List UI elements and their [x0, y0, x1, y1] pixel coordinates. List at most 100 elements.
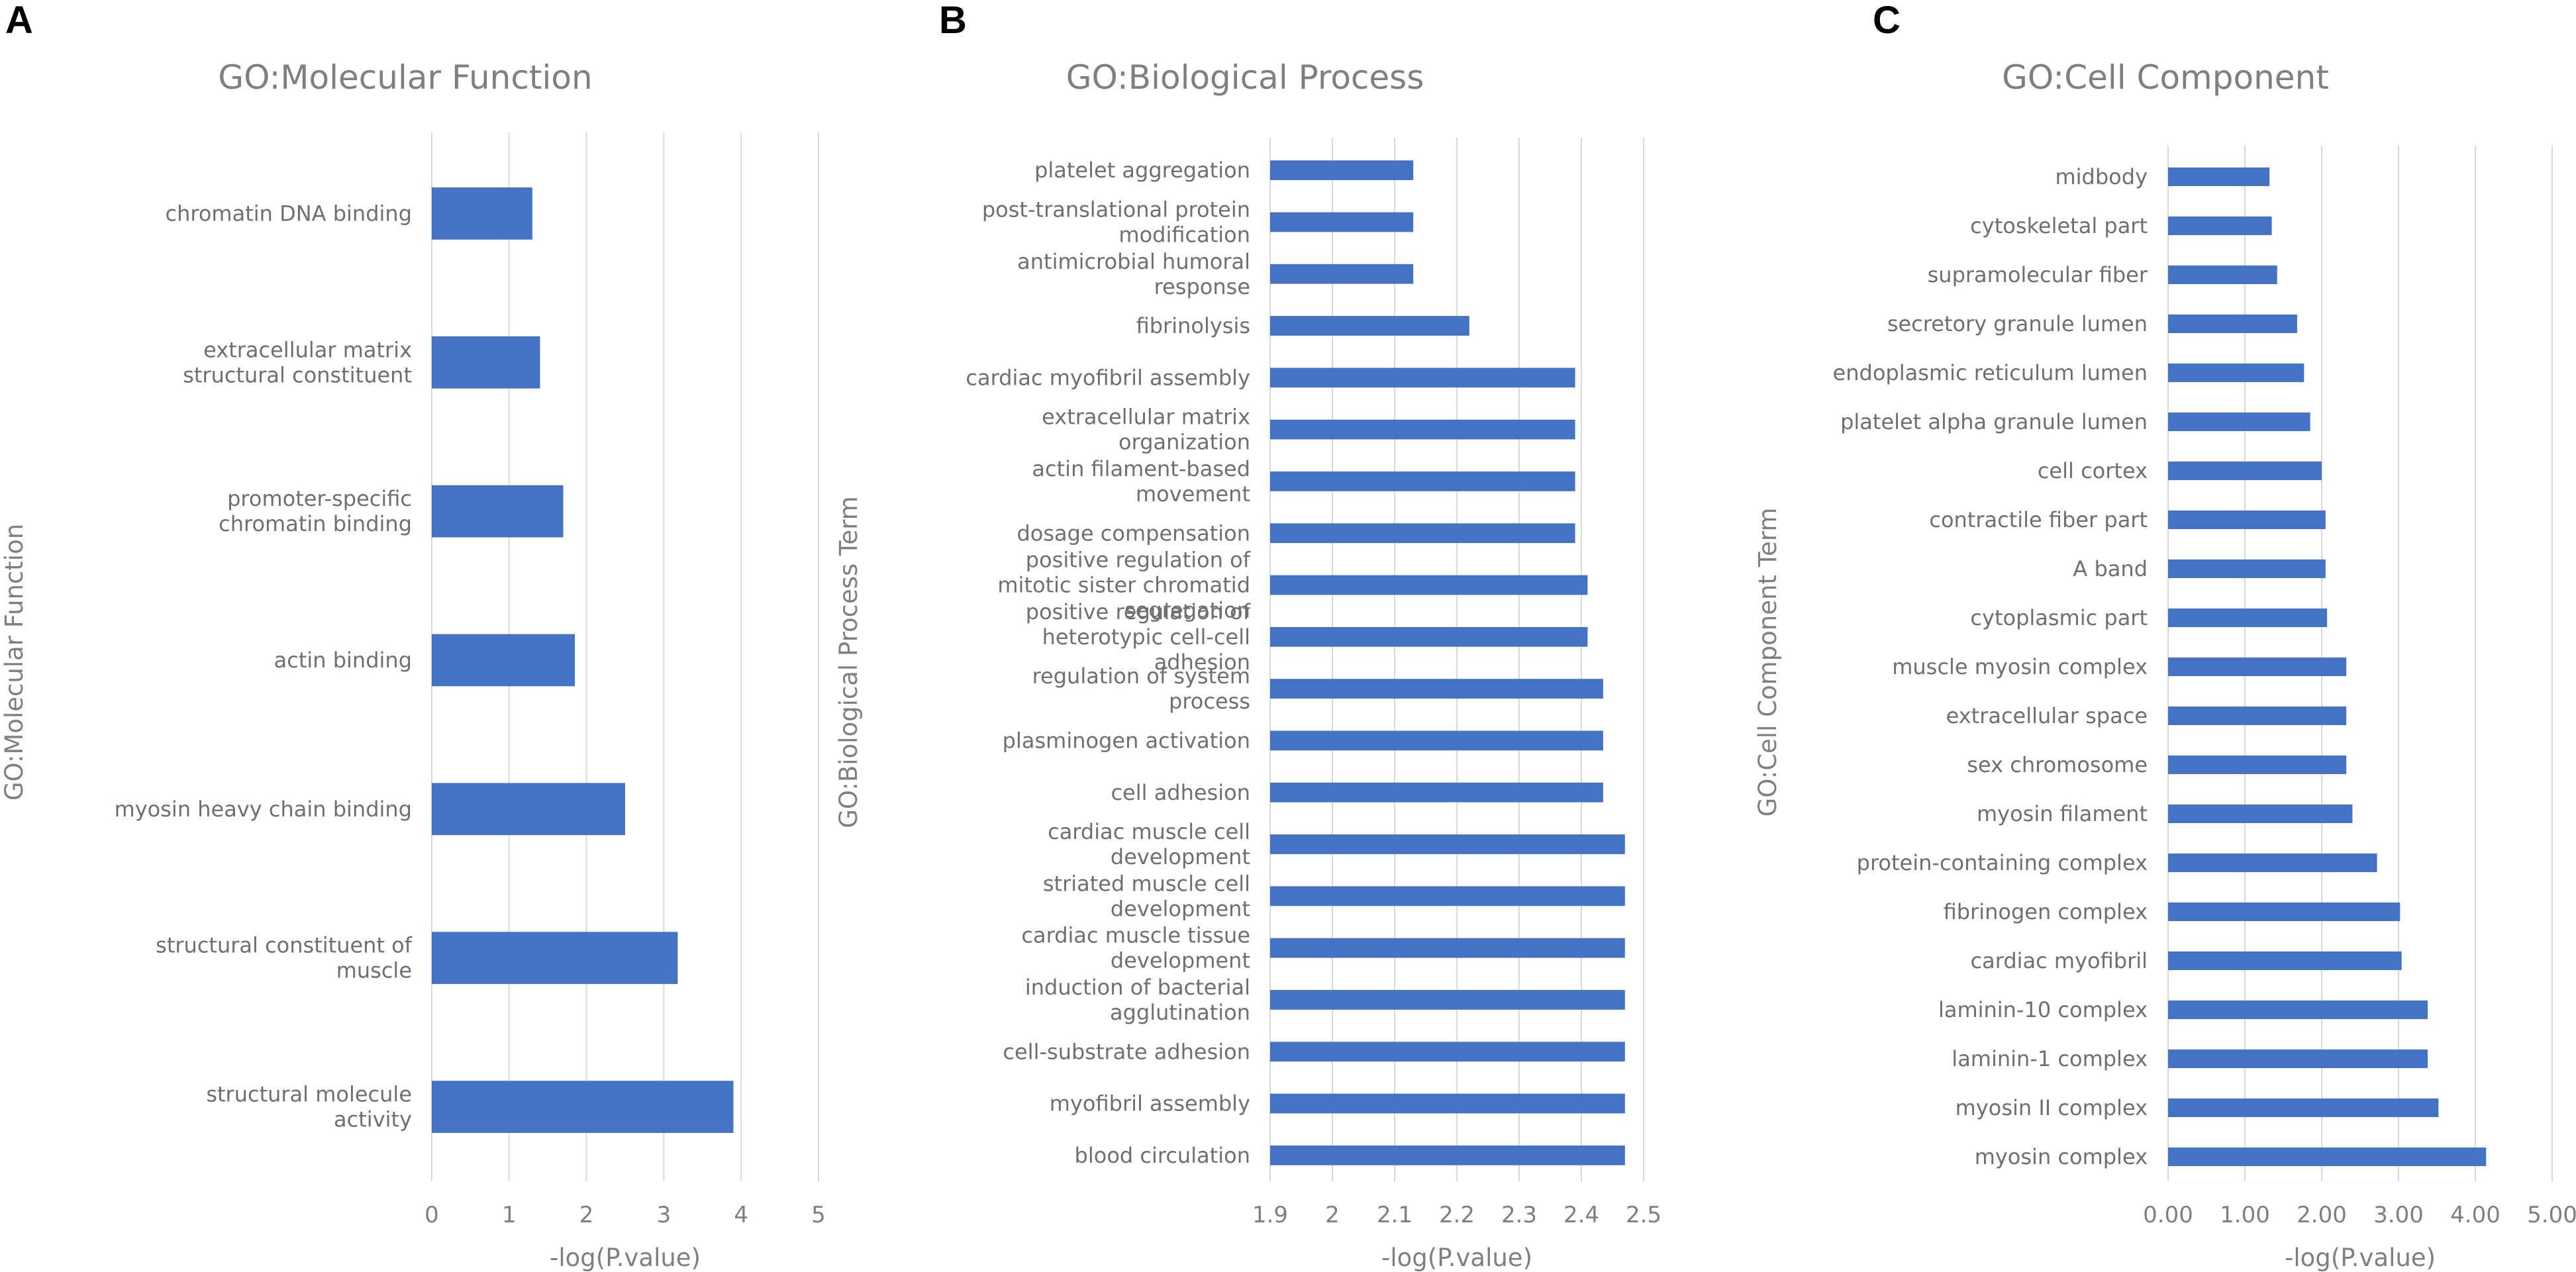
x-tick-label: 3 — [657, 1202, 671, 1228]
bar — [2168, 853, 2377, 873]
panel-letter-b: B — [939, 0, 967, 42]
category-label: regulation of system process — [1032, 663, 1250, 714]
category-label: cell cortex — [2038, 458, 2148, 483]
x-tick-label: 4.00 — [2450, 1202, 2501, 1228]
x-tick-label: 2.5 — [1626, 1202, 1661, 1228]
category-label: induction of bacterial agglutination — [1025, 975, 1250, 1025]
category-label: fibrinolysis — [1136, 313, 1250, 338]
bar — [432, 634, 575, 687]
molecular-function-chart: GO:Molecular Function 0 1 2 3 4 5 chromatin DNA… — [0, 58, 826, 1272]
category-label: platelet aggregation — [1034, 158, 1250, 183]
bar — [1270, 419, 1575, 440]
bar — [1270, 1042, 1625, 1062]
category-label: striated muscle cell development — [1043, 871, 1250, 921]
category-label: supramolecular fiber — [1928, 262, 2148, 287]
bar — [1270, 367, 1575, 388]
bar — [1270, 886, 1625, 906]
category-label: positive regulation of mitotic sister chr… — [997, 548, 1250, 623]
bar — [1270, 938, 1625, 958]
category-label: actin binding — [274, 648, 412, 673]
category-label: structural molecule activity — [206, 1082, 412, 1132]
category-label: cardiac muscle tissue development — [1021, 923, 1250, 973]
bar — [1270, 626, 1588, 647]
bar — [432, 783, 625, 836]
bar — [1270, 471, 1575, 491]
chart-title: GO:Cell Component — [2002, 58, 2329, 97]
bar — [2168, 510, 2326, 530]
category-label: extracellular space — [1946, 703, 2148, 728]
x-tick-label: 3.00 — [2373, 1202, 2424, 1228]
category-label: muscle myosin complex — [1892, 654, 2148, 679]
x-tick-label: 2.2 — [1439, 1202, 1475, 1228]
y-axis-title: GO:Molecular Function — [0, 524, 28, 801]
x-tick-label: 2 — [1325, 1202, 1340, 1228]
bar — [2168, 363, 2304, 383]
bar — [2168, 216, 2272, 236]
x-tick-label: 2 — [579, 1202, 594, 1228]
bar — [1270, 990, 1625, 1010]
bar — [1270, 160, 1414, 181]
category-label: endoplasmic reticulum lumen — [1833, 360, 2148, 385]
panel-letter-a: A — [5, 0, 33, 42]
bar — [2168, 167, 2270, 187]
category-label: antimicrobial humoral response — [1017, 249, 1250, 299]
x-tick-label: 2.1 — [1377, 1202, 1412, 1228]
bar — [2168, 1147, 2487, 1167]
category-label: plasminogen activation — [1003, 728, 1250, 753]
bar — [1270, 523, 1575, 544]
x-axis-title: -log(P.value) — [550, 1244, 701, 1272]
category-label: promoter-specific chromatin binding — [219, 486, 412, 536]
x-tick-label: 2.3 — [1501, 1202, 1537, 1228]
cell-component-chart: GO:Cell Component 0.00 1.00 2.00 3.00 4.00 5.0… — [1754, 58, 2576, 1272]
category-label: protein-containing complex — [1857, 850, 2148, 875]
bar — [2168, 902, 2401, 922]
category-label: actin filament-based movement — [1032, 456, 1250, 507]
category-label: A band — [2073, 556, 2148, 581]
x-tick-label: 2.00 — [2297, 1202, 2347, 1228]
bar — [1270, 264, 1414, 284]
bar — [1270, 1145, 1625, 1165]
bar — [432, 187, 532, 240]
x-axis-title: -log(P.value) — [2285, 1244, 2436, 1272]
panel-letter-c: C — [1873, 0, 1901, 42]
bar — [2168, 559, 2326, 579]
bar — [1270, 1093, 1625, 1114]
x-tick-label: 5.00 — [2527, 1202, 2576, 1228]
category-label: cytoplasmic part — [1970, 605, 2148, 630]
category-label: contractile fiber part — [1929, 507, 2148, 532]
category-label: cytoskeletal part — [1970, 213, 2148, 238]
x-tick-label: 2.4 — [1563, 1202, 1599, 1228]
bar — [1270, 679, 1603, 699]
x-tick-label: 1.9 — [1252, 1202, 1288, 1228]
category-label: post-translational protein modification — [982, 197, 1250, 247]
category-label: cardiac muscle cell development — [1048, 819, 1250, 869]
bar — [2168, 461, 2322, 481]
bar — [2168, 1049, 2428, 1069]
x-tick-label: 0 — [424, 1202, 439, 1228]
category-label: cell adhesion — [1111, 780, 1250, 805]
category-label: secretory granule lumen — [1887, 311, 2148, 336]
x-tick-label: 4 — [734, 1202, 748, 1228]
bar — [2168, 706, 2347, 726]
category-label: fibrinogen complex — [1944, 899, 2148, 924]
category-label: myosin complex — [1975, 1144, 2148, 1169]
category-label: blood circulation — [1075, 1143, 1250, 1168]
bar — [1270, 834, 1625, 854]
bar — [432, 932, 678, 985]
bar — [2168, 1098, 2439, 1118]
category-label: sex chromosome — [1967, 752, 2148, 777]
bar — [2168, 755, 2347, 775]
category-label: chromatin DNA binding — [166, 201, 413, 226]
x-tick-label: 1.00 — [2220, 1202, 2270, 1228]
category-label: cardiac myofibril — [1971, 948, 2148, 973]
bar — [2168, 412, 2310, 432]
y-axis-title: GO:Cell Component Term — [1754, 508, 1782, 817]
bar — [432, 485, 564, 538]
bar — [2168, 951, 2402, 971]
x-tick-label: 0.00 — [2143, 1202, 2193, 1228]
bar — [1270, 730, 1603, 751]
category-label: myosin heavy chain binding — [115, 797, 412, 822]
category-label: positive regulation of heterotypic cell-c… — [1026, 599, 1251, 675]
bar — [2168, 314, 2297, 334]
